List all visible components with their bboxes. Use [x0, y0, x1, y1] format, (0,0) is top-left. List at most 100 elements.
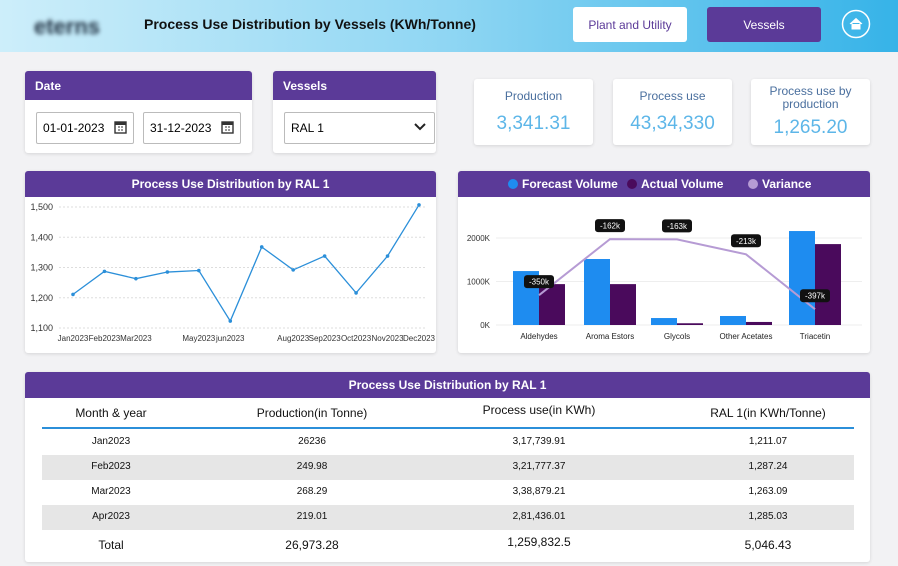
point [354, 291, 358, 295]
y-tick-label: 1,400 [30, 232, 53, 242]
cell: 2,81,436.01 [512, 511, 566, 522]
cell: 3,21,777.37 [512, 461, 566, 472]
legend-marker [627, 179, 637, 189]
cell: Apr2023 [92, 511, 130, 522]
point [417, 203, 421, 207]
dropdown-icon [414, 123, 426, 131]
cell: 1,263.09 [748, 486, 788, 497]
y-tick-label: 2000K [467, 234, 491, 243]
total-cell: 5,046.43 [744, 538, 792, 552]
bar [789, 231, 815, 325]
legend: Forecast Volume Actual Volume Variance [508, 177, 812, 191]
cell: 3,17,739.91 [512, 436, 566, 447]
data-label: -397k [805, 292, 826, 301]
point [71, 292, 75, 297]
y-tick-label: 1,100 [30, 323, 53, 333]
date-input[interactable]: 31-12-2023 [143, 112, 241, 144]
x-tick-label: Other Acetates [720, 332, 773, 341]
x-tick-label: Glycols [664, 332, 690, 341]
kpi-label: Production [504, 89, 563, 103]
bar [746, 321, 772, 325]
x-tick-label: Nov2023 [372, 334, 405, 343]
bar-chart: 0K 1000K 2000K -350k -162k -163k -213k -397k Ald… [467, 219, 862, 341]
column-header: Process use(in KWh) [482, 403, 596, 417]
bar [720, 315, 746, 325]
data-label: -350k [529, 278, 550, 287]
bar [610, 284, 636, 325]
y-tick-label: 1000K [467, 278, 491, 287]
cell: 1,285.03 [748, 511, 788, 522]
bar [677, 323, 703, 325]
kpi-value: 3,341.31 [496, 113, 571, 134]
x-tick-label: Triacetin [800, 332, 830, 341]
kpi-label: Process use [639, 89, 706, 103]
kpi-card [474, 79, 593, 145]
kpi-card [751, 79, 870, 145]
cell: Jan2023 [91, 436, 131, 447]
point [291, 268, 295, 272]
total-cell: Total [98, 538, 124, 552]
nav-button[interactable]: Vessels [707, 7, 821, 42]
x-tick-label: Oct2023 [341, 334, 372, 343]
data-label-box [731, 234, 761, 248]
x-tick-label: Feb2023 [89, 334, 121, 343]
logo: eterns [34, 14, 101, 39]
point [102, 269, 107, 274]
bar [539, 284, 565, 325]
point [134, 276, 138, 281]
calendar-icon [114, 121, 127, 134]
cell: 249.98 [296, 461, 328, 472]
chart-title: Process Use Distribution by RAL 1 [25, 171, 436, 197]
cell: 1,211.07 [748, 436, 788, 447]
legend-marker [748, 179, 758, 189]
cell: Mar2023 [91, 486, 131, 497]
data-label: -163k [667, 222, 688, 231]
y-tick-label: 1,500 [30, 202, 53, 212]
total-cell: 26,973.28 [285, 538, 339, 552]
data-label-box [800, 289, 830, 303]
cell: Feb2023 [91, 461, 131, 472]
column-header: RAL 1(in KWh/Tonne) [710, 406, 826, 420]
data-label-box [524, 275, 554, 289]
variance-line [538, 238, 816, 310]
bar [584, 259, 610, 325]
kpi-card [613, 79, 732, 145]
y-tick-label: 0K [480, 321, 490, 330]
nav-button[interactable]: Plant and Utility [573, 7, 687, 42]
legend-bar [458, 171, 870, 197]
filter-label: Date [25, 71, 252, 100]
column-header: Production(in Tonne) [256, 406, 368, 420]
cell: 1,287.24 [748, 461, 788, 472]
x-tick-label: Jan2023 [58, 334, 89, 343]
cell: 219.01 [296, 511, 328, 522]
kpi-value: 1,265.20 [773, 117, 848, 138]
x-tick-label: jun2023 [215, 334, 245, 343]
cell: 268.29 [296, 486, 328, 497]
bar [651, 318, 677, 325]
data-label: -162k [600, 222, 621, 231]
x-tick-label: Aug2023 [277, 334, 310, 343]
home-button[interactable] [841, 9, 871, 39]
point [322, 254, 327, 258]
legend-label: Actual Volume [641, 177, 724, 191]
data-label-box [662, 219, 692, 233]
legend-label: Variance [762, 177, 812, 191]
point [385, 254, 390, 258]
date-input[interactable]: 01-01-2023 [36, 112, 134, 144]
legend-marker [508, 179, 518, 189]
data-label: -213k [736, 237, 757, 246]
x-tick-label: May2023 [182, 334, 215, 343]
point [259, 245, 264, 249]
x-tick-label: Aldehydes [520, 332, 557, 341]
filter-label: Vessels [273, 71, 436, 100]
row-stripe [42, 455, 854, 480]
kpi-label: Process use by production [769, 84, 852, 111]
y-tick-label: 1,200 [30, 293, 53, 303]
table-title: Process Use Distribution by RAL 1 [25, 372, 870, 398]
vessel-select[interactable]: RAL 1 [284, 112, 435, 144]
bar [815, 244, 841, 325]
point [165, 270, 170, 274]
page-title: Process Use Distribution by Vessels (KWh… [144, 16, 476, 32]
